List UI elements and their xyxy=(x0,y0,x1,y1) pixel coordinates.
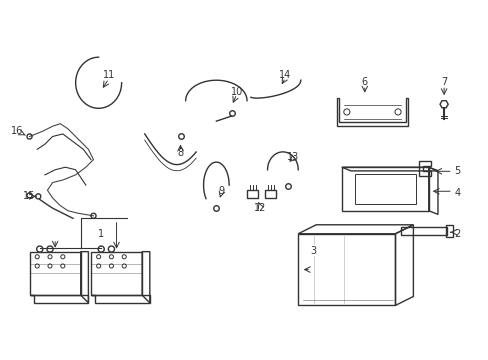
Text: 2: 2 xyxy=(453,229,460,239)
Text: 9: 9 xyxy=(218,186,224,196)
Text: 7: 7 xyxy=(440,77,447,87)
Text: 12: 12 xyxy=(253,203,265,213)
Text: 10: 10 xyxy=(230,87,243,97)
Text: 5: 5 xyxy=(453,166,460,176)
Text: 13: 13 xyxy=(286,152,299,162)
Text: 8: 8 xyxy=(177,148,183,158)
Text: 14: 14 xyxy=(279,70,291,80)
Text: 15: 15 xyxy=(23,192,36,201)
Text: 16: 16 xyxy=(11,126,23,136)
Text: 1: 1 xyxy=(98,229,104,239)
Text: 6: 6 xyxy=(361,77,367,87)
Text: 4: 4 xyxy=(453,188,460,198)
Text: 11: 11 xyxy=(102,70,115,80)
Text: 3: 3 xyxy=(310,246,316,256)
